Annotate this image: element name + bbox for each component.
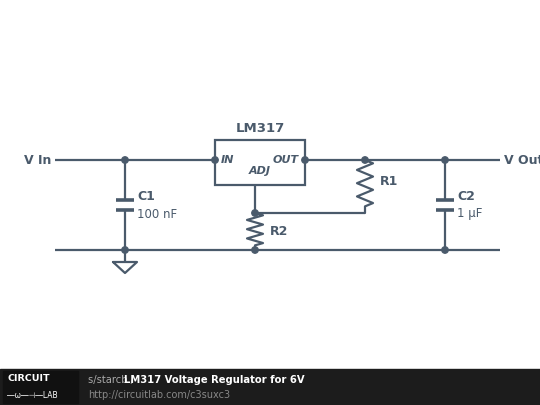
Text: LM317: LM317 [235, 122, 285, 135]
Circle shape [252, 247, 258, 253]
Text: LM317 Voltage Regulator for 6V: LM317 Voltage Regulator for 6V [124, 375, 305, 385]
Bar [215, 140, 305, 185]
Text: V In: V In [24, 153, 51, 166]
Text: ―ω―⊣―LAB: ―ω―⊣―LAB [7, 391, 58, 400]
Circle shape [122, 247, 128, 253]
Circle shape [362, 157, 368, 163]
Circle shape [442, 247, 448, 253]
Circle shape [212, 157, 218, 163]
Text: http://circuitlab.com/c3suxc3: http://circuitlab.com/c3suxc3 [88, 390, 230, 400]
Text: OUT: OUT [273, 155, 299, 165]
Bar [3, 371, 78, 403]
Text: ADJ: ADJ [249, 166, 271, 177]
Text: IN: IN [221, 155, 234, 165]
Circle shape [122, 157, 128, 163]
Text: 100 nF: 100 nF [137, 207, 177, 220]
Text: C2: C2 [457, 190, 475, 202]
Text: s/starcb /: s/starcb / [88, 375, 137, 385]
Text: CIRCUIT: CIRCUIT [7, 374, 50, 383]
Text: R1: R1 [380, 175, 399, 188]
Bar [0, 369, 540, 405]
Text: V Out: V Out [504, 153, 540, 166]
Text: 1 μF: 1 μF [457, 207, 482, 220]
Text: R2: R2 [270, 225, 288, 238]
Circle shape [442, 157, 448, 163]
Circle shape [252, 210, 258, 216]
Text: C1: C1 [137, 190, 155, 202]
Circle shape [302, 157, 308, 163]
